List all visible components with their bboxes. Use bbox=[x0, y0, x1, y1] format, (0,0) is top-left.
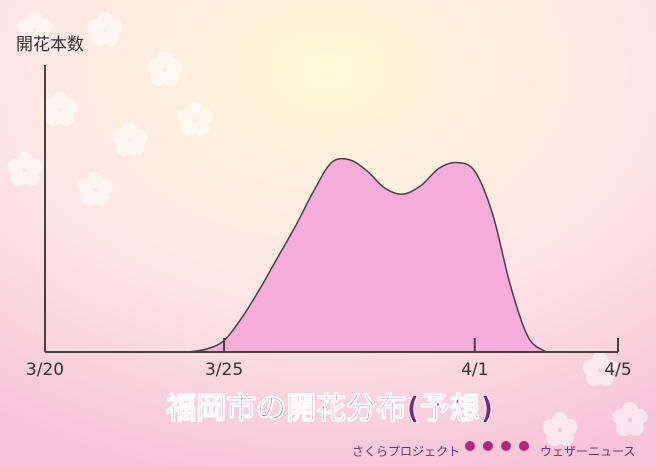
credit: ウェザーニュース bbox=[540, 445, 635, 459]
credit-icons bbox=[465, 441, 529, 451]
x-tick-label: 3/20 bbox=[26, 360, 64, 380]
area bbox=[188, 157, 549, 353]
x-tick-label: 3/25 bbox=[205, 360, 243, 380]
x-tick-label: 4/5 bbox=[604, 360, 631, 380]
x-tick-label: 4/1 bbox=[461, 360, 488, 380]
chart-title: 福岡市の開花分布(予想) bbox=[165, 392, 493, 427]
y-axis-label: 開花本数 bbox=[16, 35, 84, 55]
credit: さくらプロジェクト bbox=[352, 445, 460, 459]
